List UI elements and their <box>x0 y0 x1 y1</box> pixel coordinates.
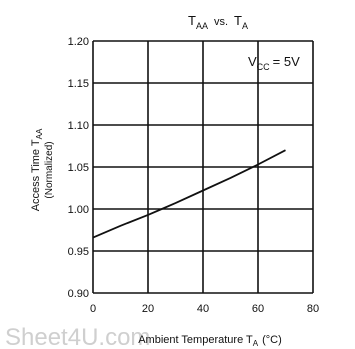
series-group <box>92 149 286 239</box>
x-axis-label-sub: A <box>253 339 259 348</box>
x-tick-label: 0 <box>90 303 96 315</box>
y-tick-label: 1.20 <box>68 36 89 48</box>
watermark: Sheet4U.com <box>5 324 150 349</box>
y-axis-label-sub: AA <box>35 128 44 139</box>
y-tick-labels: 0.90 0.95 1.00 1.05 1.10 1.15 1.20 <box>68 36 89 300</box>
y-tick-label: 0.90 <box>68 288 89 300</box>
series-line-0 <box>92 149 286 239</box>
title-vs: vs. <box>214 16 228 28</box>
x-axis-label-unit: (°C) <box>262 334 282 346</box>
y-tick-label: 1.05 <box>68 162 89 174</box>
vcc-sub: CC <box>257 62 270 72</box>
y-tick-label: 0.95 <box>68 246 89 258</box>
x-axis-label: Ambient Temperature TA (°C) <box>138 334 282 348</box>
y-axis-label-normalized: (Normalized) <box>44 141 55 198</box>
y-tick-label: 1.10 <box>68 120 89 132</box>
x-axis-label-text: Ambient Temperature T <box>138 334 253 346</box>
x-tick-label: 40 <box>197 303 209 315</box>
y-tick-label: 1.00 <box>68 204 89 216</box>
vcc-annotation: VCC = 5V <box>248 54 300 72</box>
title-second: T <box>234 13 242 28</box>
vcc-main: V <box>248 54 257 69</box>
title-main-sub: AA <box>196 21 208 31</box>
title-second-sub: A <box>242 21 248 31</box>
grid <box>92 40 314 294</box>
y-axis-label: Access Time TAA <box>30 128 44 211</box>
x-tick-label: 80 <box>307 303 319 315</box>
y-tick-label: 1.15 <box>68 78 89 90</box>
title-main: T <box>188 13 196 28</box>
x-tick-label: 20 <box>142 303 154 315</box>
x-tick-label: 60 <box>252 303 264 315</box>
vcc-rest: = 5V <box>273 54 300 69</box>
y-axis-label-text: Access Time T <box>30 139 42 211</box>
chart-title: TAA vs. TA <box>188 13 248 31</box>
x-tick-labels: 0 20 40 60 80 <box>90 303 319 315</box>
